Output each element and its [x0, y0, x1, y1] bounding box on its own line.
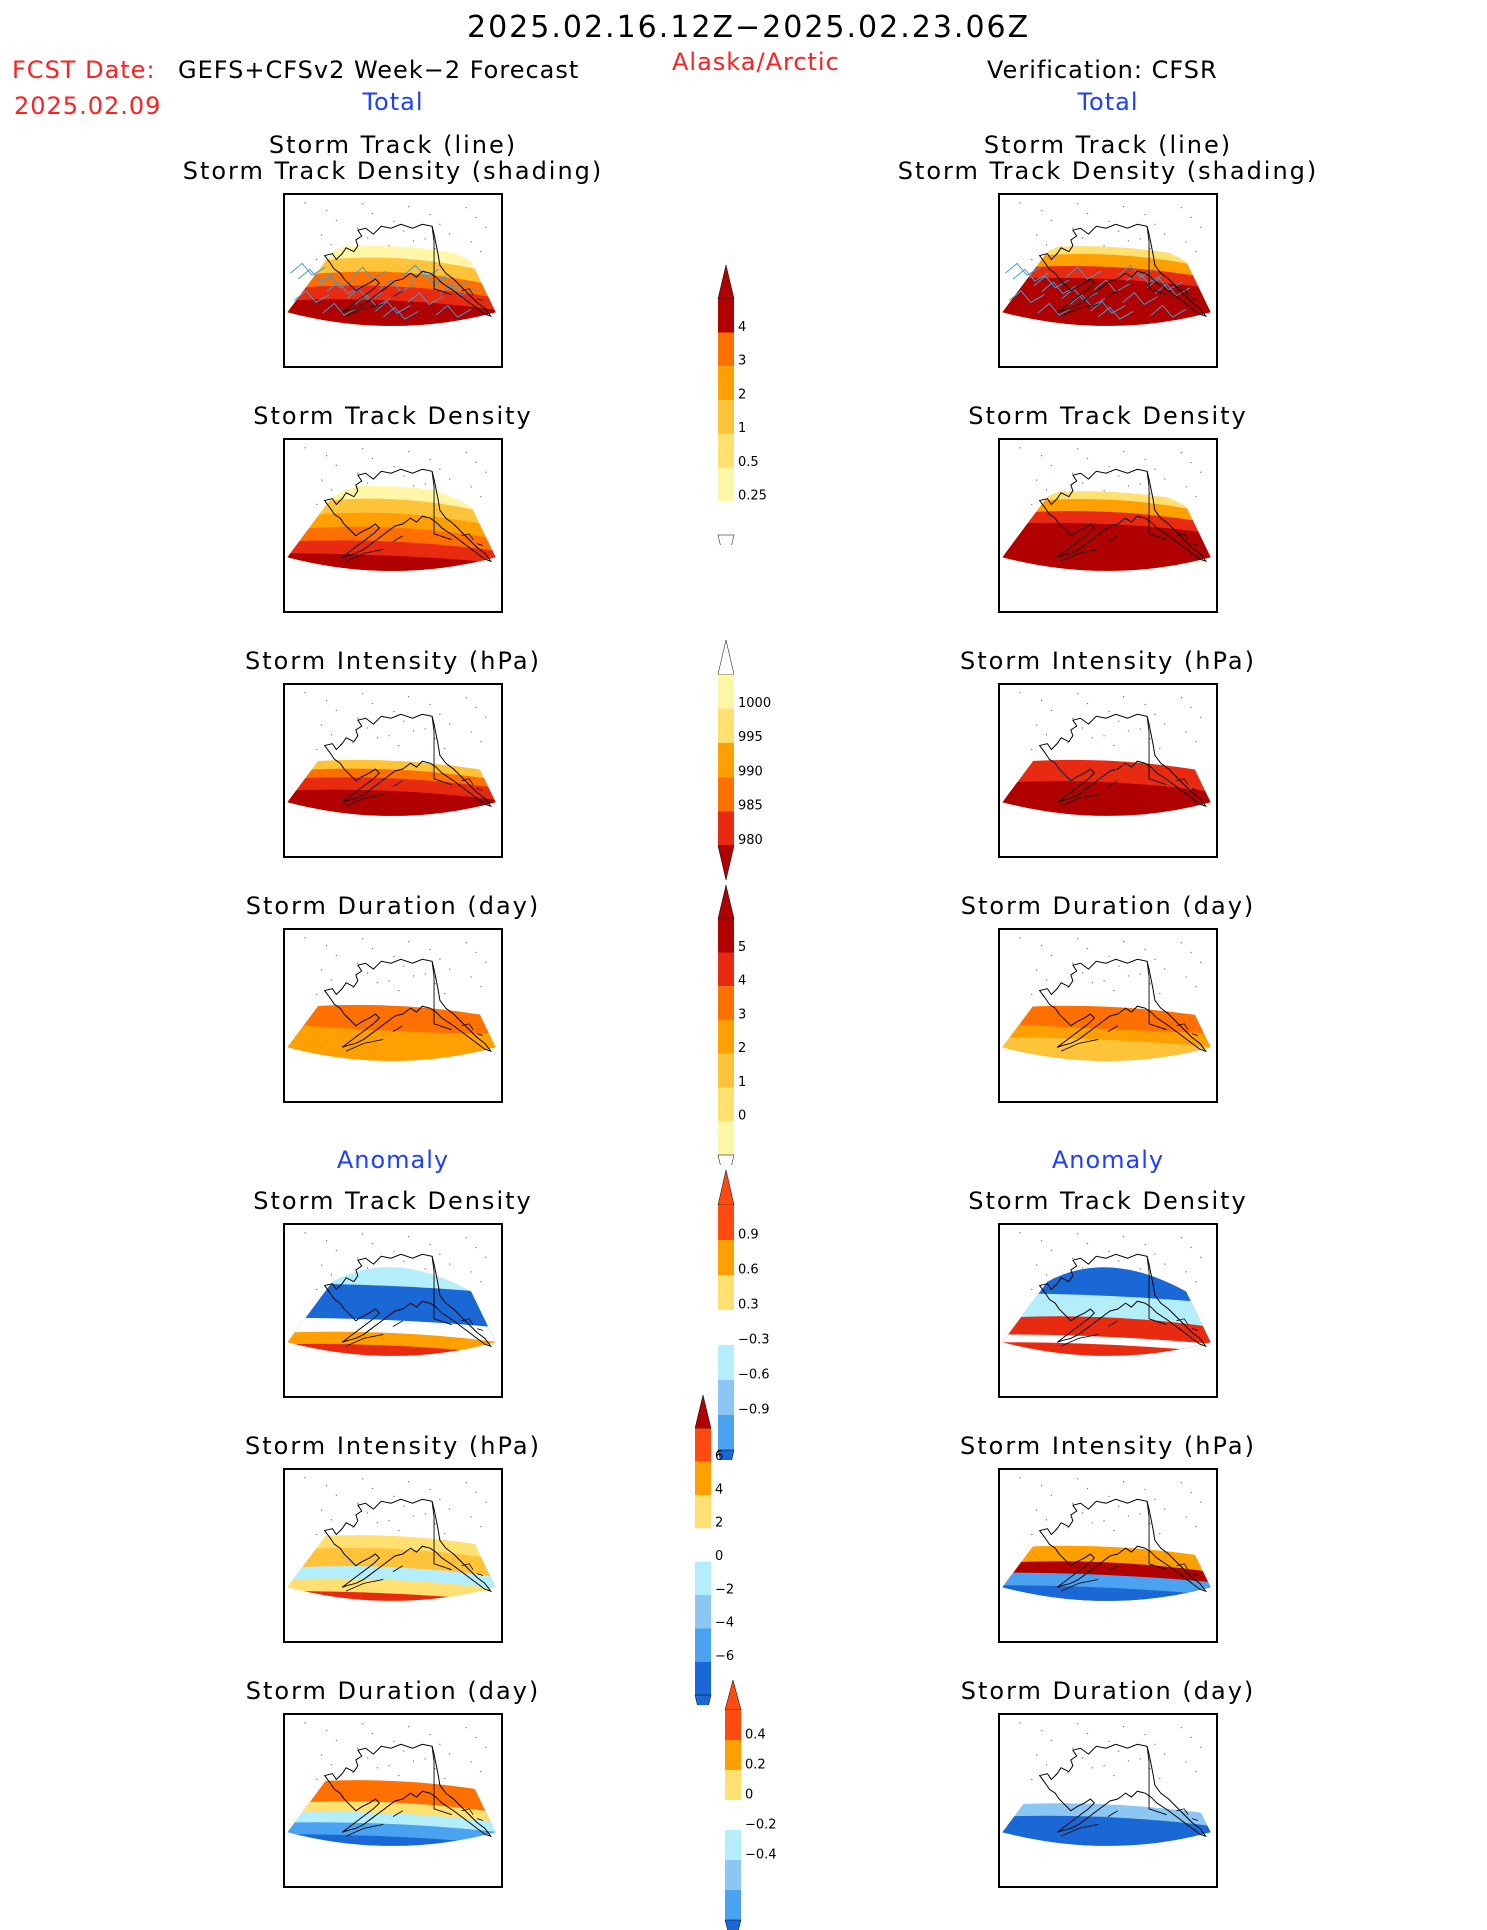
- right-panel-6-title: Storm Intensity (hPa): [960, 1432, 1256, 1460]
- left-map-5: [287, 1232, 496, 1356]
- period-title: 2025.02.16.12Z−2025.02.23.06Z: [467, 10, 1031, 45]
- right-panel-2-title: Storm Track Density: [968, 402, 1248, 430]
- right-map-2: [1002, 447, 1211, 571]
- colorbar-track-density-label: 0.5: [738, 455, 759, 470]
- left-map-3: [287, 692, 496, 816]
- left-map-panel-2: [283, 438, 503, 613]
- colorbar-intensity-label: 1000: [738, 696, 771, 711]
- right-map-panel-3: [998, 683, 1218, 858]
- colorbar-intensity-label: 980: [738, 833, 763, 848]
- colorbar-anom-intensity-label: −2: [715, 1582, 734, 1597]
- left-panel-5-title: Storm Track Density: [253, 1187, 533, 1215]
- colorbar-anom-duration-label: 0.2: [745, 1758, 766, 1773]
- colorbar-duration-label: 1: [738, 1075, 746, 1090]
- left-panel-4-title: Storm Duration (day): [245, 892, 541, 920]
- colorbar-anom-density-label: −0.3: [738, 1332, 770, 1347]
- colorbar-anom-duration-label: 0: [745, 1788, 753, 1803]
- colorbar-anom-density-label: −0.6: [738, 1367, 770, 1382]
- left-panel-3-title: Storm Intensity (hPa): [245, 647, 541, 675]
- colorbar-track-density-label: 3: [738, 354, 746, 369]
- colorbar-anom-duration-label: 0.4: [745, 1728, 766, 1743]
- colorbar-duration-label: 5: [738, 940, 746, 955]
- right-map-4: [1002, 937, 1211, 1061]
- right-section-total: Total: [1077, 88, 1139, 116]
- colorbar-anom-density-label: −0.9: [738, 1402, 770, 1417]
- colorbar-duration: 5 4 3 2 1 0: [717, 885, 746, 1165]
- left-map-panel-3: [283, 683, 503, 858]
- right-map-panel-2: [998, 438, 1218, 613]
- colorbar-track-density-label: 2: [738, 387, 746, 402]
- left-section-total: Total: [362, 88, 424, 116]
- right-map-7: [1002, 1722, 1211, 1846]
- colorbar-intensity: 1000 995 990 985 980: [717, 640, 771, 881]
- region-label: Alaska/Arctic: [672, 48, 840, 76]
- colorbar-anom-density-label: 0.3: [738, 1297, 759, 1312]
- right-map-5: [1002, 1232, 1211, 1356]
- verification-label: Verification: CFSR: [987, 56, 1218, 84]
- left-map-panel-5: [283, 1223, 503, 1398]
- colorbar-anom-duration: 0.4 0.2 0 −0.2 −0.4: [724, 1680, 777, 1930]
- right-map-1: [1002, 202, 1211, 326]
- colorbar-anom-density-label: 0.9: [738, 1227, 759, 1242]
- colorbar-track-density-label: 1: [738, 421, 746, 436]
- left-section-anomaly: Anomaly: [336, 1146, 450, 1174]
- left-map-6: [287, 1477, 496, 1601]
- left-map-2: [287, 447, 496, 571]
- left-map-panel-7: [283, 1713, 503, 1888]
- right-map-6: [1002, 1477, 1211, 1601]
- right-map-panel-1: [998, 193, 1218, 368]
- colorbar-anom-intensity-label: 4: [715, 1482, 723, 1497]
- colorbar-anom-duration-label: −0.2: [745, 1818, 777, 1833]
- right-panel-7-title: Storm Duration (day): [960, 1677, 1256, 1705]
- fcst-date: 2025.02.09: [14, 92, 162, 120]
- colorbar-anom-intensity-label: 0: [715, 1549, 723, 1564]
- right-map-3: [1002, 692, 1211, 816]
- colorbar-anom-density-label: 0.6: [738, 1262, 759, 1277]
- colorbar-duration-label: 3: [738, 1007, 746, 1022]
- left-panel-1-title-line1: Storm Track (line): [268, 131, 518, 159]
- left-map-panel-1: [283, 193, 503, 368]
- colorbar-intensity-label: 985: [738, 799, 763, 814]
- right-panel-1-title-line2: Storm Track Density (shading): [897, 157, 1319, 185]
- right-panel-4-title: Storm Duration (day): [960, 892, 1256, 920]
- colorbar-duration-label: 4: [738, 974, 746, 989]
- colorbar-track-density: 4 3 2 1 0.5 0.25: [717, 265, 767, 545]
- right-map-panel-7: [998, 1713, 1218, 1888]
- left-panel-7-title: Storm Duration (day): [245, 1677, 541, 1705]
- colorbar-anom-density: 0.9 0.6 0.3 −0.3 −0.6 −0.9: [717, 1170, 770, 1460]
- right-section-anomaly: Anomaly: [1051, 1146, 1165, 1174]
- left-map-1: [287, 202, 496, 326]
- left-map-panel-4: [283, 928, 503, 1103]
- colorbar-anom-intensity-label: −6: [715, 1649, 734, 1664]
- colorbar-anom-intensity-label: 2: [715, 1516, 723, 1531]
- left-map-7: [287, 1722, 496, 1846]
- colorbar-anom-intensity: 6 4 2 0 −2 −4 −6: [694, 1395, 734, 1705]
- left-map-panel-6: [283, 1468, 503, 1643]
- colorbar-duration-label: 0: [738, 1109, 746, 1124]
- fcst-model: GEFS+CFSv2 Week−2 Forecast: [178, 56, 580, 84]
- left-map-4: [287, 937, 496, 1061]
- left-panel-6-title: Storm Intensity (hPa): [245, 1432, 541, 1460]
- colorbar-anom-intensity-label: −4: [715, 1616, 734, 1631]
- colorbar-anom-duration-label: −0.4: [745, 1848, 777, 1863]
- colorbar-track-density-label: 0.25: [738, 489, 767, 504]
- right-panel-1-title-line1: Storm Track (line): [983, 131, 1233, 159]
- right-panel-5-title: Storm Track Density: [968, 1187, 1248, 1215]
- colorbar-track-density-label: 4: [738, 320, 746, 335]
- fcst-label: FCST Date:: [12, 56, 156, 84]
- colorbar-intensity-label: 990: [738, 764, 763, 779]
- left-panel-1-title-line2: Storm Track Density (shading): [182, 157, 604, 185]
- right-map-panel-4: [998, 928, 1218, 1103]
- colorbar-intensity-label: 995: [738, 730, 763, 745]
- right-map-panel-6: [998, 1468, 1218, 1643]
- right-panel-3-title: Storm Intensity (hPa): [960, 647, 1256, 675]
- colorbar-duration-label: 2: [738, 1041, 746, 1056]
- right-map-panel-5: [998, 1223, 1218, 1398]
- colorbar-anom-intensity-label: 6: [715, 1449, 723, 1464]
- left-panel-2-title: Storm Track Density: [253, 402, 533, 430]
